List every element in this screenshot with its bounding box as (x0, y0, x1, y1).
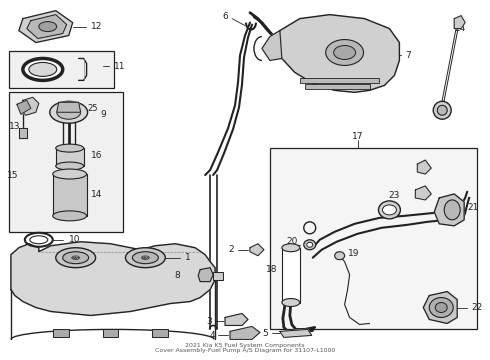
Text: 9: 9 (100, 110, 106, 119)
Polygon shape (19, 128, 27, 138)
Ellipse shape (146, 257, 149, 259)
Ellipse shape (76, 257, 80, 259)
Text: 8: 8 (174, 271, 180, 280)
Ellipse shape (53, 211, 87, 221)
Text: 23: 23 (389, 192, 400, 201)
Polygon shape (19, 11, 73, 42)
Bar (282, 248, 300, 302)
Ellipse shape (145, 257, 148, 260)
Ellipse shape (29, 62, 57, 76)
Text: 1: 1 (185, 253, 191, 262)
Polygon shape (454, 15, 465, 28)
Polygon shape (57, 102, 81, 112)
Ellipse shape (143, 256, 147, 258)
Ellipse shape (145, 256, 148, 258)
Polygon shape (423, 292, 457, 323)
Bar (300, 78, 379, 84)
Ellipse shape (444, 200, 460, 220)
Ellipse shape (73, 257, 76, 260)
Polygon shape (434, 194, 464, 226)
Text: 19: 19 (347, 249, 359, 258)
Text: 14: 14 (91, 190, 102, 199)
Ellipse shape (56, 144, 84, 152)
Ellipse shape (56, 162, 84, 170)
Polygon shape (20, 97, 39, 115)
Text: 13: 13 (9, 122, 21, 131)
Ellipse shape (433, 101, 451, 119)
Ellipse shape (326, 40, 364, 66)
Ellipse shape (50, 101, 88, 123)
Ellipse shape (73, 256, 76, 258)
Ellipse shape (132, 252, 158, 264)
Ellipse shape (437, 105, 447, 115)
Ellipse shape (282, 298, 300, 306)
Text: 6: 6 (222, 12, 228, 21)
Polygon shape (250, 244, 264, 256)
Bar (53, 174, 87, 216)
Text: 2021 Kia K5 Fuel System Components
Cover Assembly-Fuel Pump A/S Diagram for 3110: 2021 Kia K5 Fuel System Components Cover… (155, 342, 335, 353)
Polygon shape (198, 268, 213, 282)
Ellipse shape (23, 58, 63, 80)
Bar (305, 84, 369, 89)
Text: 17: 17 (352, 132, 363, 141)
Polygon shape (278, 15, 399, 92)
Text: 18: 18 (267, 265, 278, 274)
Ellipse shape (57, 105, 81, 119)
Ellipse shape (125, 248, 165, 268)
Polygon shape (225, 314, 248, 325)
Bar (102, 329, 119, 337)
Ellipse shape (378, 201, 400, 219)
Text: 15: 15 (7, 171, 19, 180)
Ellipse shape (282, 244, 300, 252)
Bar (152, 329, 168, 337)
Text: 7: 7 (405, 51, 411, 60)
Text: 10: 10 (69, 235, 80, 244)
Text: 4: 4 (210, 331, 215, 340)
Polygon shape (17, 100, 31, 114)
Ellipse shape (335, 252, 344, 260)
Ellipse shape (429, 298, 453, 318)
Text: 24: 24 (454, 24, 466, 33)
Bar (213, 272, 223, 280)
Polygon shape (280, 329, 312, 337)
Polygon shape (416, 186, 431, 200)
Ellipse shape (304, 240, 316, 250)
Text: 3: 3 (206, 317, 212, 326)
Ellipse shape (53, 169, 87, 179)
Ellipse shape (63, 252, 89, 264)
Ellipse shape (39, 22, 57, 32)
Text: 12: 12 (91, 22, 102, 31)
Text: 22: 22 (471, 303, 482, 312)
Polygon shape (27, 15, 67, 39)
Text: 25: 25 (87, 104, 98, 113)
Ellipse shape (141, 257, 146, 259)
Ellipse shape (74, 256, 79, 258)
Ellipse shape (383, 205, 396, 215)
Text: 16: 16 (91, 150, 102, 159)
Polygon shape (11, 242, 215, 315)
Text: 11: 11 (114, 62, 125, 71)
Bar (9, 92, 123, 232)
Ellipse shape (72, 257, 75, 259)
Text: 20: 20 (287, 237, 298, 246)
Polygon shape (230, 327, 260, 339)
Ellipse shape (334, 45, 356, 59)
Ellipse shape (56, 248, 96, 268)
Bar (56, 148, 84, 166)
Polygon shape (262, 31, 282, 60)
Bar (9, 50, 114, 88)
Bar (53, 329, 69, 337)
Ellipse shape (435, 302, 447, 312)
Ellipse shape (30, 236, 48, 244)
Text: 2: 2 (228, 245, 234, 254)
Text: 21: 21 (467, 203, 479, 212)
Ellipse shape (143, 257, 147, 260)
Polygon shape (417, 160, 431, 174)
Ellipse shape (307, 242, 313, 247)
Text: 5: 5 (262, 329, 268, 338)
Ellipse shape (74, 257, 79, 260)
Bar (270, 148, 477, 329)
